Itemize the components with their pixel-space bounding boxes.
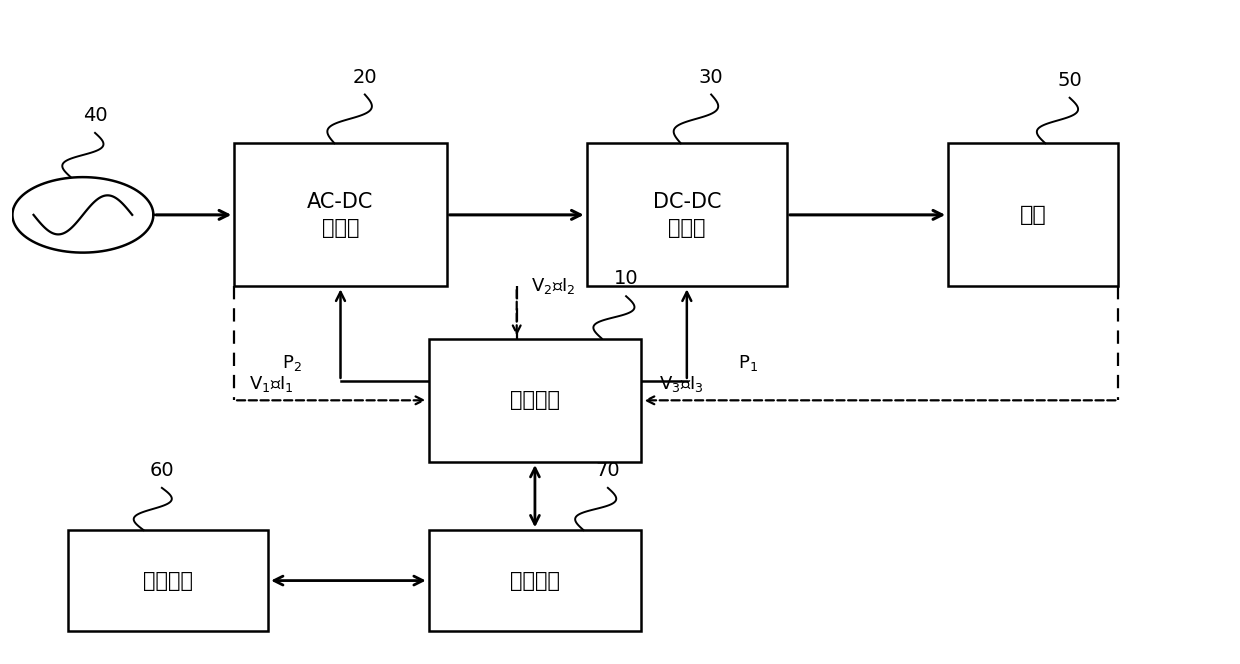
- Text: 通信单元: 通信单元: [510, 570, 560, 590]
- Bar: [429, 339, 641, 462]
- Bar: [587, 143, 787, 286]
- Text: V$_2$、I$_2$: V$_2$、I$_2$: [531, 276, 575, 296]
- Text: 20: 20: [352, 68, 377, 87]
- Text: 外部系统: 外部系统: [143, 570, 193, 590]
- Text: 70: 70: [595, 461, 620, 480]
- Text: V$_3$、I$_3$: V$_3$、I$_3$: [660, 374, 704, 394]
- Text: AC-DC
变换器: AC-DC 变换器: [308, 192, 373, 238]
- Bar: [429, 530, 641, 631]
- Text: P$_1$: P$_1$: [738, 353, 758, 373]
- Text: 主控单元: 主控单元: [510, 390, 560, 410]
- Text: 30: 30: [699, 68, 723, 87]
- Bar: [234, 143, 446, 286]
- Text: V$_1$、I$_1$: V$_1$、I$_1$: [249, 374, 293, 394]
- Text: DC-DC
变换器: DC-DC 变换器: [652, 192, 722, 238]
- Text: P$_2$: P$_2$: [281, 353, 301, 373]
- Text: 电池: 电池: [1019, 205, 1047, 225]
- Bar: [68, 530, 268, 631]
- Text: 10: 10: [614, 270, 639, 288]
- Text: 40: 40: [83, 106, 108, 125]
- Text: 60: 60: [150, 461, 174, 480]
- Text: 50: 50: [1058, 71, 1083, 90]
- Bar: [949, 143, 1118, 286]
